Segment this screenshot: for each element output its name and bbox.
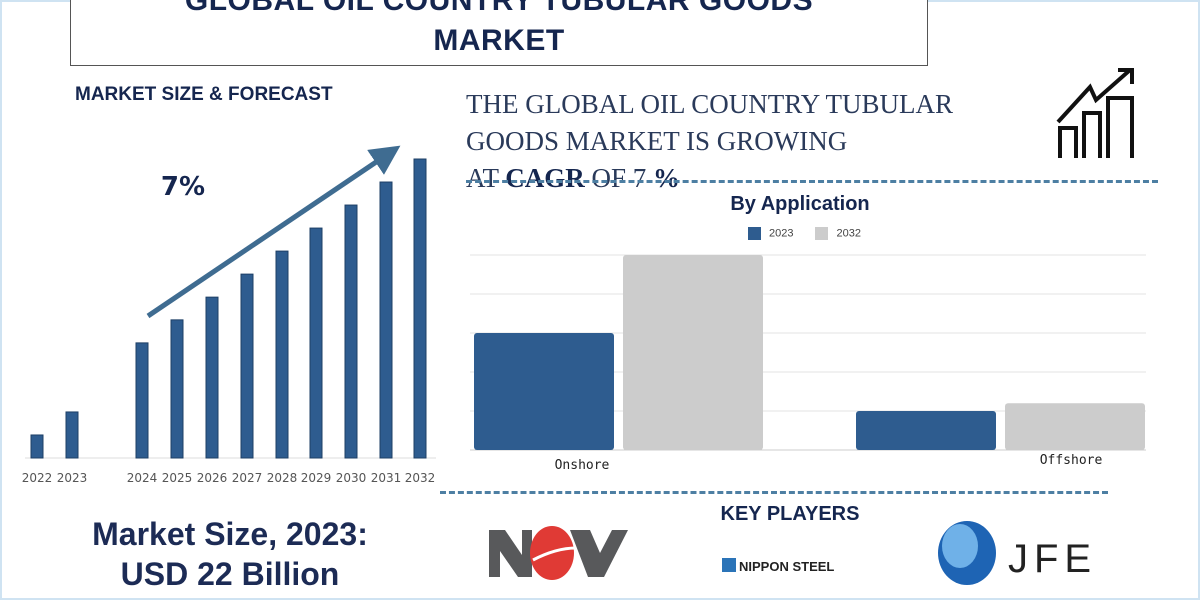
forecast-bar-chart: 2022 2023 2024 2025 2026 2027 2028 2029 2030 2031… — [22, 158, 436, 485]
nippon-steel-logo: NIPPON STEEL — [722, 558, 834, 574]
svg-text:JFE: JFE — [1008, 537, 1097, 581]
legend-2032: 2032 — [815, 227, 861, 240]
key-players-heading: KEY PLAYERS — [720, 503, 860, 525]
headline-line2: GOODS MARKET IS GROWING — [466, 126, 848, 156]
nov-logo — [489, 526, 628, 580]
tick-2023: 2023 — [57, 471, 88, 485]
bar-2032 — [413, 158, 427, 459]
legend-2023: 2023 — [748, 227, 793, 240]
trend-arrow-icon — [146, 145, 401, 319]
forecast-heading: MARKET SIZE & FORECAST — [75, 84, 333, 105]
bar-onshore-2032 — [623, 255, 763, 450]
bar-offshore-2032 — [1005, 403, 1145, 450]
tick-2024: 2024 — [127, 471, 158, 485]
bar-2031 — [379, 181, 393, 459]
category-offshore: Offshore — [1040, 453, 1103, 468]
svg-text:NIPPON STEEL: NIPPON STEEL — [739, 559, 834, 574]
bar-2024 — [135, 342, 149, 459]
tick-2029: 2029 — [301, 471, 332, 485]
tick-2030: 2030 — [336, 471, 367, 485]
bar-2027 — [240, 273, 254, 459]
tick-2025: 2025 — [162, 471, 193, 485]
growth-chart-icon — [1056, 68, 1134, 158]
divider-bottom — [440, 491, 1108, 494]
bar-2029 — [309, 227, 323, 459]
cagr-headline: THE GLOBAL OIL COUNTRY TUBULAR GOODS MAR… — [466, 86, 953, 197]
category-onshore: Onshore — [555, 458, 610, 473]
bar-2022 — [30, 434, 44, 459]
bar-onshore-2023 — [474, 333, 614, 450]
divider-top — [466, 180, 1158, 183]
tick-2027: 2027 — [232, 471, 263, 485]
bar-2030 — [344, 204, 358, 459]
bar-2026 — [205, 296, 219, 459]
tick-2026: 2026 — [197, 471, 228, 485]
jfe-logo: JFE — [938, 521, 1097, 585]
headline-line1: THE GLOBAL OIL COUNTRY TUBULAR — [466, 89, 953, 119]
bar-offshore-2023 — [856, 411, 996, 450]
application-bar-chart: Onshore Offshore — [470, 254, 1146, 473]
headline-line3: AT CAGR OF 7 % — [466, 160, 953, 197]
l3-prefix: AT — [466, 163, 506, 193]
title-line1: GLOBAL OIL COUNTRY TUBULAR GOODS — [184, 0, 814, 17]
title-box: GLOBAL OIL COUNTRY TUBULAR GOODS MARKET — [70, 0, 928, 66]
market-size: Market Size, 2023: USD 22 Billion — [40, 514, 420, 594]
legend: 2023 2032 — [748, 227, 861, 240]
tick-2028: 2028 — [267, 471, 298, 485]
market-size-line2: USD 22 Billion — [120, 556, 340, 592]
tick-2022: 2022 — [22, 471, 53, 485]
title-line2: MARKET — [433, 24, 565, 57]
application-chart-title: By Application — [730, 193, 870, 215]
l3-pct: % — [653, 163, 681, 193]
l3-mid: OF 7 — [584, 163, 654, 193]
tick-2032: 2032 — [405, 471, 436, 485]
bar-2025 — [170, 319, 184, 459]
bar-2028 — [275, 250, 289, 459]
cagr-annotation: 7% — [161, 172, 205, 202]
tick-2031: 2031 — [371, 471, 402, 485]
bar-2023 — [65, 411, 79, 459]
market-size-line1: Market Size, 2023: — [92, 516, 368, 552]
l3-bold: CAGR — [505, 163, 585, 193]
